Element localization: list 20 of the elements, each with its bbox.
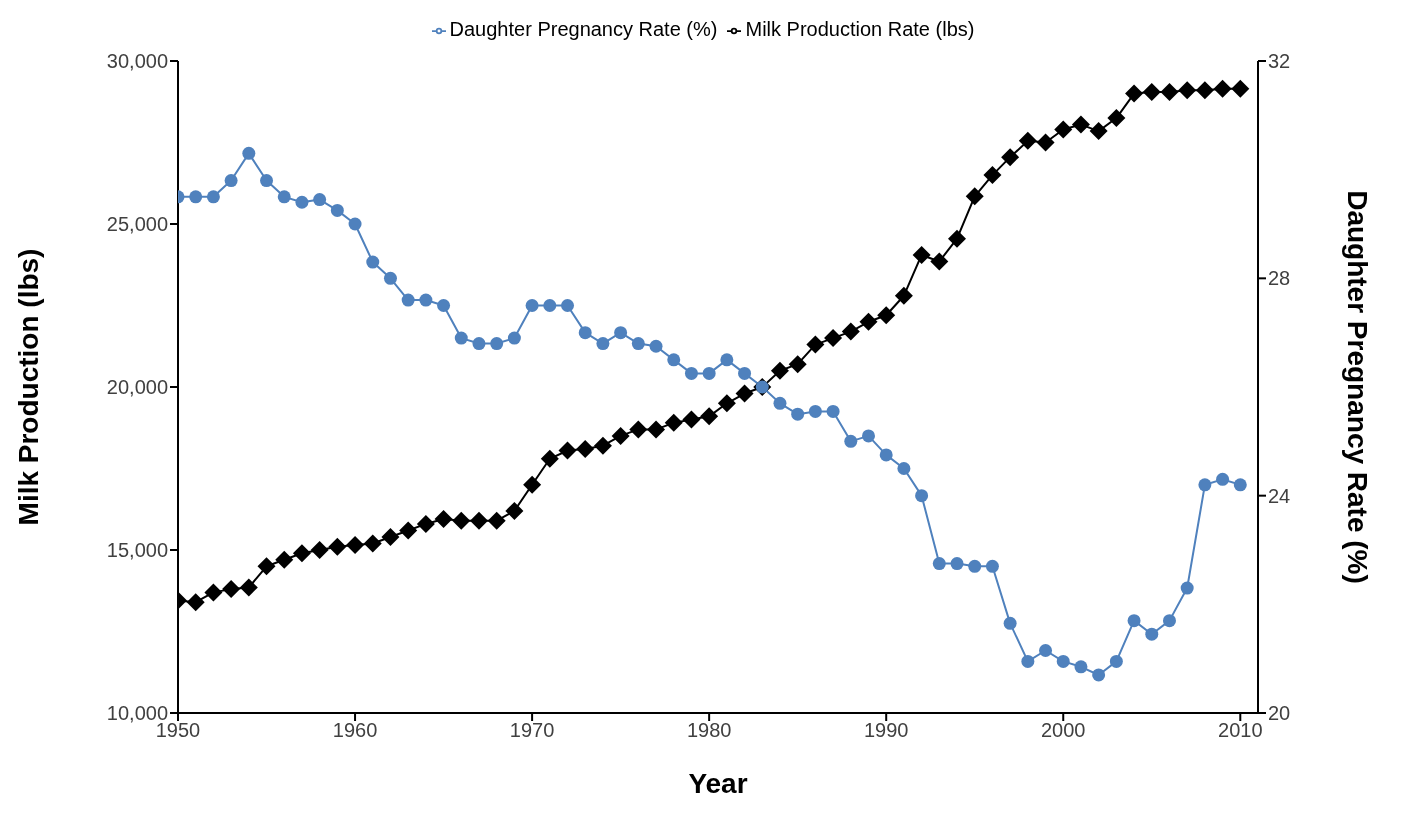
y2-tick-label: 32 <box>1268 50 1291 73</box>
x-tick-label: 1980 <box>686 719 732 742</box>
x-tick-label: 1950 <box>155 719 201 742</box>
y-tick-label: 15,000 <box>106 539 168 562</box>
x-tick-label: 1990 <box>863 719 909 742</box>
y2-axis-title: Daughter Pregnancy Rate (%) <box>1342 190 1374 584</box>
x-tick-label: 1970 <box>509 719 555 742</box>
y2-tick-label: 28 <box>1268 267 1291 290</box>
x-tick-label: 2000 <box>1041 719 1086 742</box>
legend-label: Daughter Pregnancy Rate (%) <box>449 18 718 40</box>
y-axis-title: Milk Production (lbs) <box>12 248 44 526</box>
x-tick-label: 1960 <box>332 719 378 742</box>
y2-tick-label: 20 <box>1268 702 1291 725</box>
y2-tick-label: 24 <box>1268 484 1291 507</box>
y-tick-label: 30,000 <box>106 50 168 73</box>
x-tick-label: 2010 <box>1218 719 1263 742</box>
y-tick-label: 20,000 <box>106 376 168 399</box>
x-axis-title: Year <box>688 768 748 799</box>
legend-label: Milk Production Rate (lbs) <box>745 18 975 40</box>
y-tick-label: 25,000 <box>106 213 168 236</box>
